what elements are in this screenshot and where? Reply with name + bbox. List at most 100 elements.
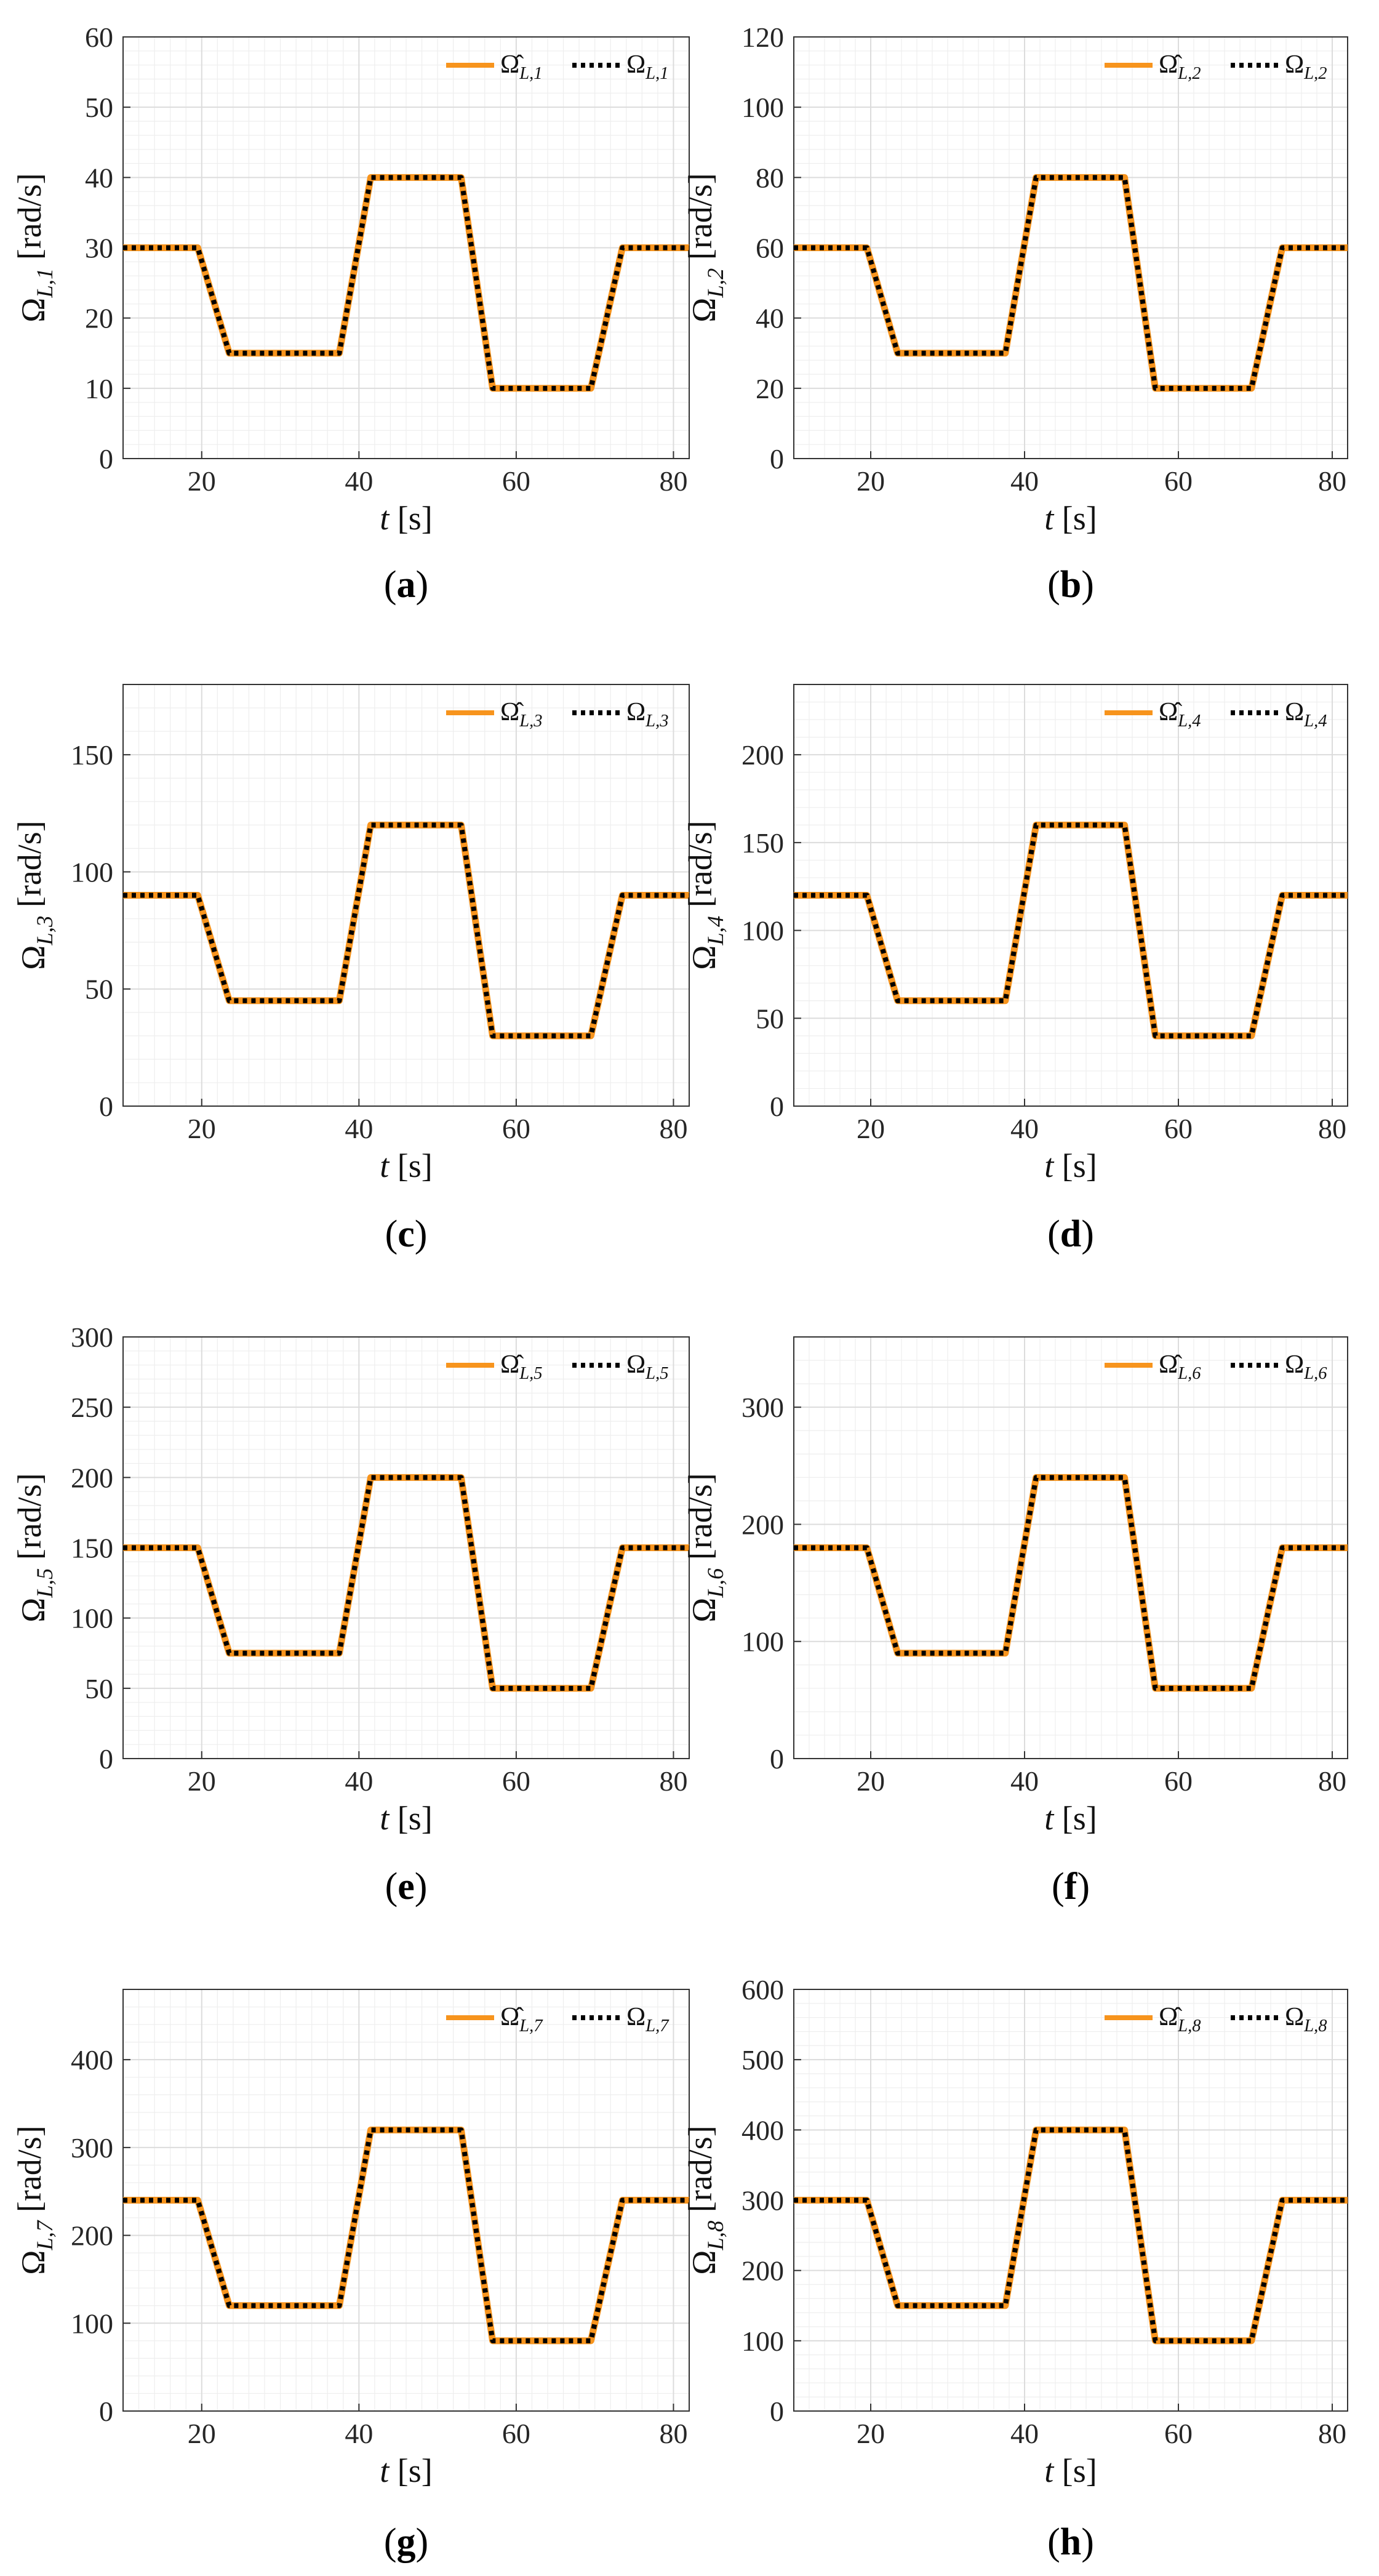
y-tick-label: 0 [99, 1091, 113, 1122]
y-axis-label: ΩL,6 [rad/s] [682, 1473, 728, 1623]
y-axis-label-text: ΩL,4 [rad/s] [682, 821, 728, 970]
x-tick-label: 40 [1010, 1113, 1039, 1144]
x-tick-label: 60 [1164, 1113, 1193, 1144]
x-axis-label: t [s] [1044, 1800, 1097, 1837]
y-tick-label: 0 [770, 1091, 784, 1122]
legend-label-reference: ΩL,1 [626, 50, 669, 83]
y-axis-label: ΩL,8 [rad/s] [682, 2125, 728, 2275]
subplot-a: 20 40 60 80 0 10 20 30 40 50 60 Ω̂L,1 ΩL,1 ΩL,1 [rad/… [11, 22, 690, 606]
y-tick-label: 60 [756, 233, 784, 264]
subplot-f: 20 40 60 80 0 100 200 300 Ω̂L,6 ΩL,6 ΩL,6 [rad/s] t… [682, 1336, 1348, 1908]
y-tick-label: 100 [71, 1603, 113, 1634]
x-tick-label: 40 [345, 465, 373, 497]
y-tick-label: 100 [741, 1626, 784, 1658]
x-tick-label: 20 [188, 1113, 216, 1144]
y-tick-label: 30 [85, 233, 113, 264]
y-axis-label: ΩL,1 [rad/s] [11, 173, 57, 323]
x-tick-label: 60 [502, 1113, 530, 1144]
y-tick-label: 0 [770, 443, 784, 475]
estimated-speed-line [794, 821, 1348, 1040]
x-axis-label: t [s] [380, 1800, 433, 1837]
y-tick-label: 100 [71, 856, 113, 888]
x-tick-label: 60 [502, 465, 530, 497]
x-tick-label: 60 [502, 1765, 530, 1797]
subplot-b: 20 40 60 80 0 20 40 60 80 100 120 Ω̂L,2 ΩL,2 ΩL,2 [ra… [682, 22, 1348, 606]
x-axis-label: t [s] [1044, 2452, 1097, 2489]
y-tick-label: 0 [99, 443, 113, 475]
estimated-speed-line [794, 1474, 1348, 1692]
x-tick-label: 40 [1010, 465, 1039, 497]
subplot-c: 20 40 60 80 0 50 100 150 Ω̂L,3 ΩL,3 ΩL,3 [rad/s] t … [11, 684, 690, 1255]
legend-label-estimated: Ω̂L,8 [1159, 2003, 1201, 2036]
x-tick-label: 60 [1164, 1765, 1193, 1797]
x-tick-label: 60 [502, 2418, 530, 2449]
y-tick-label: 100 [741, 92, 784, 123]
y-tick-label: 300 [71, 1322, 113, 1353]
y-tick-label: 600 [741, 1974, 784, 2005]
x-tick-label: 40 [345, 1113, 373, 1144]
legend-label-reference: ΩL,6 [1285, 1350, 1327, 1383]
subplot-d: 20 40 60 80 0 50 100 150 200 Ω̂L,4 ΩL,4 ΩL,4 [rad/s… [682, 684, 1348, 1255]
y-tick-label: 200 [741, 739, 784, 771]
y-tick-label: 200 [741, 2255, 784, 2287]
y-tick-label: 0 [99, 2396, 113, 2427]
y-tick-label: 200 [741, 1509, 784, 1540]
y-axis-label-text: ΩL,5 [rad/s] [11, 1473, 57, 1623]
y-tick-label: 0 [770, 2396, 784, 2427]
y-tick-label: 20 [756, 373, 784, 404]
x-tick-label: 20 [188, 2418, 216, 2449]
y-axis-label-text: ΩL,1 [rad/s] [11, 173, 57, 323]
subplot-caption: (a) [384, 564, 428, 606]
reference-speed-line [123, 1475, 689, 1691]
y-axis-label-text: ΩL,6 [rad/s] [682, 1473, 728, 1623]
x-tick-label: 20 [857, 1113, 885, 1144]
subplot-caption: (e) [385, 1866, 428, 1908]
y-tick-label: 150 [71, 739, 113, 771]
subplot-e: 20 40 60 80 0 50 100 150 200 250 300 Ω̂L,5 ΩL,5 ΩL,5 … [11, 1322, 690, 1908]
legend-label-estimated: Ω̂L,4 [1159, 698, 1201, 731]
x-tick-label: 80 [1318, 1765, 1346, 1797]
x-tick-label: 80 [659, 2418, 687, 2449]
y-tick-label: 50 [85, 974, 113, 1005]
x-tick-label: 20 [857, 465, 885, 497]
y-tick-label: 50 [85, 1673, 113, 1704]
x-tick-label: 60 [1164, 465, 1193, 497]
x-axis-label: t [s] [380, 500, 433, 537]
y-tick-label: 500 [741, 2044, 784, 2076]
y-tick-label: 120 [741, 22, 784, 53]
y-tick-label: 150 [71, 1533, 113, 1564]
y-tick-label: 100 [741, 915, 784, 947]
x-tick-label: 20 [857, 1765, 885, 1797]
subplot-caption: (b) [1047, 564, 1094, 606]
y-tick-label: 80 [756, 162, 784, 193]
y-tick-label: 300 [71, 2132, 113, 2164]
subplot-caption: (c) [385, 1213, 428, 1255]
x-tick-label: 80 [1318, 2418, 1346, 2449]
legend: Ω̂L,1 ΩL,1 [446, 50, 669, 83]
y-tick-label: 400 [741, 2114, 784, 2146]
y-tick-label: 0 [99, 1743, 113, 1775]
y-tick-label: 60 [85, 22, 113, 53]
y-tick-label: 50 [756, 1003, 784, 1034]
subplot-caption: (h) [1047, 2521, 1094, 2563]
y-tick-label: 20 [85, 303, 113, 334]
x-tick-label: 20 [188, 465, 216, 497]
legend: Ω̂L,4 ΩL,4 [1105, 698, 1327, 731]
subplot-caption: (d) [1047, 1213, 1094, 1255]
y-axis-label-text: ΩL,8 [rad/s] [682, 2125, 728, 2275]
x-tick-label: 80 [1318, 465, 1346, 497]
x-tick-label: 80 [1318, 1113, 1346, 1144]
y-axis-label: ΩL,2 [rad/s] [682, 173, 728, 323]
subplot-caption: (f) [1052, 1866, 1090, 1908]
y-tick-label: 100 [741, 2325, 784, 2357]
x-tick-label: 20 [188, 1765, 216, 1797]
y-tick-label: 40 [85, 162, 113, 193]
y-tick-label: 40 [756, 303, 784, 334]
legend-label-estimated: Ω̂L,2 [1159, 50, 1201, 83]
y-tick-label: 0 [770, 1743, 784, 1775]
legend-label-reference: ΩL,7 [626, 2003, 670, 2036]
reference-speed-line [123, 822, 689, 1038]
y-tick-label: 50 [85, 92, 113, 123]
